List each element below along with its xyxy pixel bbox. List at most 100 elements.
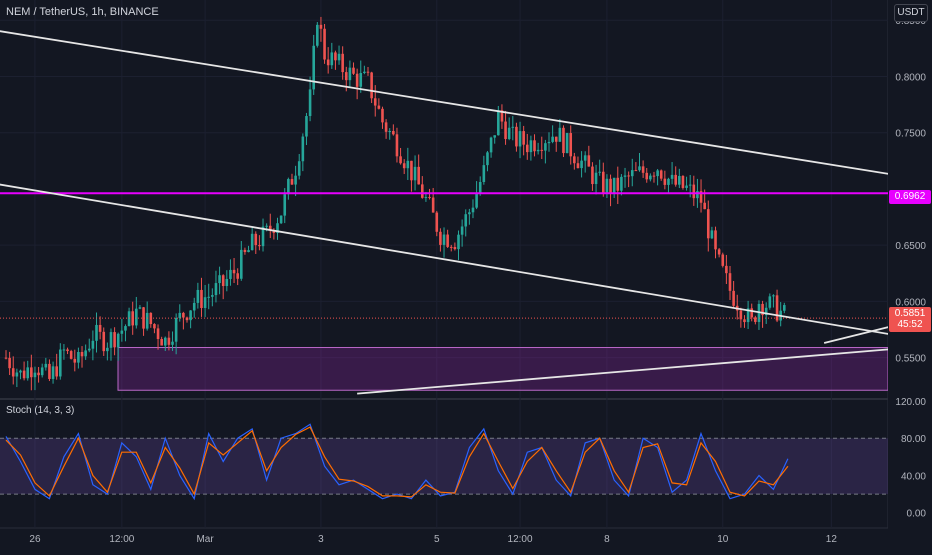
candle-body	[19, 370, 22, 373]
exchange-label: BINANCE	[109, 6, 159, 18]
candle-body	[211, 295, 214, 297]
candle-body	[417, 166, 420, 185]
candle-body	[725, 265, 728, 274]
trendline	[357, 344, 932, 395]
candle-body	[641, 166, 645, 173]
candle-body	[547, 141, 551, 144]
candle-body	[55, 366, 58, 377]
candle-body	[87, 348, 91, 351]
candle-body	[439, 231, 442, 245]
candle-body	[457, 234, 460, 250]
candle-body	[732, 290, 735, 306]
stoch-legend-title[interactable]: Stoch (14, 3, 3)	[6, 405, 75, 416]
candle-body	[265, 225, 268, 227]
candle-body	[652, 175, 656, 177]
candle-body	[196, 289, 200, 303]
candle-body	[276, 223, 279, 233]
resistance-price-tag: 0.6962	[889, 190, 931, 204]
candle-body	[261, 226, 265, 247]
candle-body	[703, 202, 706, 210]
last-price-tag: 0.5851	[889, 307, 931, 321]
candle-body	[638, 166, 641, 171]
candle-body	[174, 317, 178, 342]
candle-body	[305, 116, 308, 137]
candle-body	[98, 324, 102, 332]
candle-body	[562, 127, 565, 154]
candle-body	[761, 303, 764, 316]
candle-body	[51, 366, 55, 379]
candle-body	[576, 163, 580, 169]
candle-body	[507, 127, 511, 140]
time-tick-label: 26	[29, 534, 41, 545]
candle-body	[95, 324, 98, 341]
candle-body	[127, 311, 131, 327]
candle-body	[384, 122, 388, 132]
candle-body	[370, 72, 373, 99]
time-tick-label: 12	[826, 534, 838, 545]
price-tick-label: 0.6500	[895, 241, 926, 252]
currency-button[interactable]: USDT	[894, 4, 928, 22]
time-tick-label: 3	[318, 534, 324, 545]
candle-body	[605, 178, 609, 193]
trendline	[0, 30, 932, 182]
candle-body	[754, 317, 757, 322]
candle-body	[344, 72, 348, 81]
candle-body	[580, 160, 583, 169]
candle-body	[363, 71, 366, 74]
candle-body	[460, 226, 464, 235]
candle-body	[656, 170, 659, 177]
candle-body	[504, 121, 507, 140]
candle-body	[551, 136, 554, 142]
candle-body	[182, 312, 185, 318]
candle-body	[529, 140, 533, 153]
candle-body	[558, 127, 562, 142]
candle-body	[272, 230, 276, 233]
candle-body	[214, 283, 218, 296]
candle-body	[569, 133, 573, 157]
time-tick-label: 10	[717, 534, 729, 545]
price-tick-label: 0.6000	[895, 297, 926, 308]
candle-body	[250, 233, 254, 251]
price-tick-label: 0.8000	[895, 72, 926, 83]
candle-body	[620, 176, 623, 191]
candle-body	[163, 337, 167, 346]
candle-body	[319, 24, 323, 29]
candle-body	[565, 133, 569, 154]
candle-body	[62, 349, 66, 351]
candle-body	[348, 67, 352, 81]
candle-body	[232, 269, 236, 274]
candle-body	[428, 196, 431, 198]
time-tick-label: 12:00	[508, 534, 533, 545]
interval-label[interactable]: 1h	[91, 6, 104, 18]
candle-body	[692, 184, 696, 199]
candle-body	[609, 178, 612, 194]
candle-body	[623, 175, 627, 177]
candle-body	[84, 350, 87, 357]
stoch-tick-label: 0.00	[907, 509, 927, 520]
candle-body	[678, 175, 681, 185]
candle-body	[287, 179, 290, 195]
candle-body	[670, 174, 674, 179]
candle-body	[453, 246, 457, 250]
candle-body	[449, 246, 453, 248]
candle-body	[229, 269, 232, 279]
candle-body	[634, 170, 638, 172]
candle-body	[482, 165, 486, 183]
candle-body	[290, 179, 294, 185]
candle-body	[11, 368, 15, 377]
candle-body	[366, 71, 370, 73]
candle-body	[399, 156, 402, 164]
candle-body	[544, 143, 547, 151]
candle-body	[116, 333, 120, 348]
candle-body	[583, 155, 587, 161]
candle-body	[402, 163, 406, 169]
candle-body	[334, 52, 337, 61]
candle-body	[685, 185, 688, 188]
stoch-band	[0, 438, 888, 495]
candle-body	[764, 307, 768, 316]
candle-body	[710, 230, 714, 239]
stoch-tick-label: 40.00	[901, 471, 926, 482]
candle-body	[612, 177, 616, 194]
